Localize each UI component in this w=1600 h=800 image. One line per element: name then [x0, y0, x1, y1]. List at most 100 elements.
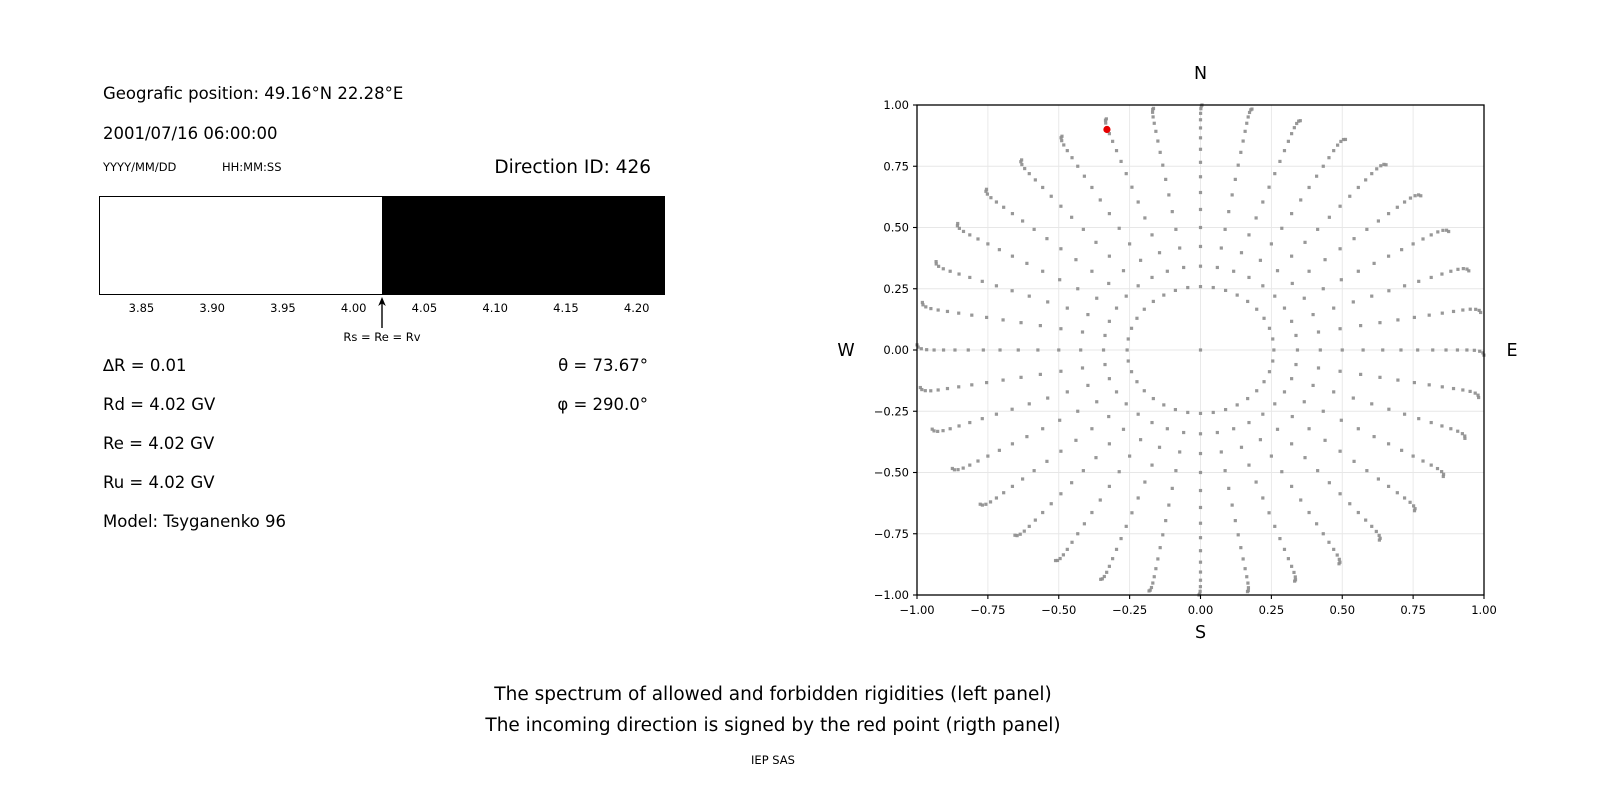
datetime-text: 2001/07/16 06:00:00 [103, 124, 278, 143]
direction-dot [1476, 393, 1480, 397]
direction-dot [1198, 126, 1203, 130]
spectrum-tick-label: 4.00 [340, 301, 367, 315]
direction-dot [1161, 163, 1165, 167]
direction-dot [1416, 348, 1420, 352]
direction-dot [1080, 366, 1085, 370]
direction-dot [1377, 533, 1381, 538]
direction-dot [985, 315, 989, 320]
direction-dot [1070, 215, 1074, 219]
direction-dot [1151, 115, 1155, 119]
direction-dot [1239, 546, 1243, 550]
direction-dot [1451, 309, 1456, 314]
direction-dot [1387, 289, 1391, 293]
direction-dot [1247, 275, 1251, 280]
direction-dot [1032, 227, 1036, 231]
direction-dot [1359, 323, 1363, 328]
direction-dot [1258, 438, 1263, 442]
x-tick-label: 0.50 [1329, 603, 1355, 617]
direction-dot [970, 313, 974, 317]
direction-dot [1124, 524, 1128, 528]
direction-dot [1119, 159, 1123, 164]
direction-dot [1395, 205, 1399, 209]
direction-dot [1152, 121, 1156, 125]
direction-dot [1173, 407, 1178, 412]
direction-dot [1046, 300, 1050, 304]
direction-dot [1098, 198, 1102, 202]
direction-dot [1292, 570, 1296, 575]
direction-dot [1378, 321, 1382, 325]
direction-dot [1356, 269, 1360, 273]
direction-dot [1126, 337, 1130, 341]
x-tick-label: 0.00 [1188, 603, 1214, 617]
allowed-rigidity-segment [100, 197, 382, 294]
direction-dot [1150, 420, 1154, 425]
direction-dot [1156, 139, 1160, 143]
direction-dot [1336, 143, 1340, 147]
direction-dot [1059, 327, 1063, 331]
direction-dot [1327, 481, 1331, 485]
direction-dot [1478, 349, 1482, 353]
direction-dot [1278, 536, 1282, 541]
direction-dot [934, 260, 938, 264]
direction-dot [1167, 193, 1171, 197]
direction-dot [1164, 519, 1168, 523]
spectrum-tick-label: 4.05 [411, 301, 438, 315]
direction-dot [1473, 391, 1477, 395]
direction-dot [1395, 491, 1399, 495]
direction-dot [1435, 466, 1440, 471]
direction-dot [1247, 463, 1251, 467]
direction-dot [920, 300, 924, 305]
direction-dot-center [1198, 348, 1203, 352]
direction-dot [921, 303, 925, 307]
direction-dot [1417, 279, 1421, 283]
direction-dot [1321, 164, 1325, 168]
direction-dot [1107, 484, 1111, 488]
direction-dot [945, 309, 950, 314]
y-tick-label: −0.25 [874, 404, 909, 418]
direction-dot [1290, 132, 1294, 136]
direction-dot [1386, 442, 1391, 446]
direction-dot [1472, 348, 1476, 352]
direction-dot [1053, 558, 1058, 563]
direction-dot [1128, 454, 1132, 458]
direction-dot [1148, 588, 1152, 592]
direction-dot [1239, 445, 1244, 449]
direction-dot [1010, 484, 1015, 488]
direction-dot [1107, 212, 1111, 216]
direction-dot [1302, 296, 1306, 300]
direction-dot [1246, 396, 1250, 401]
direction-dot [1167, 503, 1171, 507]
direction-dot [1223, 407, 1228, 412]
x-tick-label: −1.00 [899, 603, 934, 617]
direction-dot [1292, 126, 1296, 130]
y-tick-label: 0.00 [883, 343, 909, 357]
direction-dot [1136, 412, 1140, 416]
direction-dot [1103, 362, 1107, 367]
direction-dot [1082, 174, 1086, 178]
direction-dot [1198, 451, 1203, 456]
direction-dot [984, 187, 989, 191]
direction-dot [1124, 402, 1128, 406]
x-tick-label: −0.25 [1112, 603, 1147, 617]
direction-dot [1154, 129, 1158, 133]
direction-dot [1468, 307, 1472, 311]
direction-dot [1282, 306, 1287, 310]
direction-dot [1198, 207, 1203, 212]
direction-dot [1198, 549, 1203, 553]
direction-dot [1429, 275, 1433, 280]
direction-dot [1273, 524, 1277, 528]
direction-dot [923, 389, 927, 393]
direction-dot [1239, 150, 1243, 154]
direction-dot [1223, 469, 1227, 473]
direction-dot [1059, 492, 1063, 496]
direction-dot [1198, 521, 1203, 525]
direction-dot [1020, 162, 1024, 167]
direction-dot [1107, 377, 1111, 381]
direction-dot [1198, 585, 1203, 589]
direction-dot [1198, 147, 1203, 151]
direction-dot [957, 272, 961, 276]
x-tick-label: −0.75 [970, 603, 1005, 617]
direction-dot [957, 424, 961, 428]
direction-dot [1157, 445, 1162, 449]
direction-dot [941, 348, 946, 352]
